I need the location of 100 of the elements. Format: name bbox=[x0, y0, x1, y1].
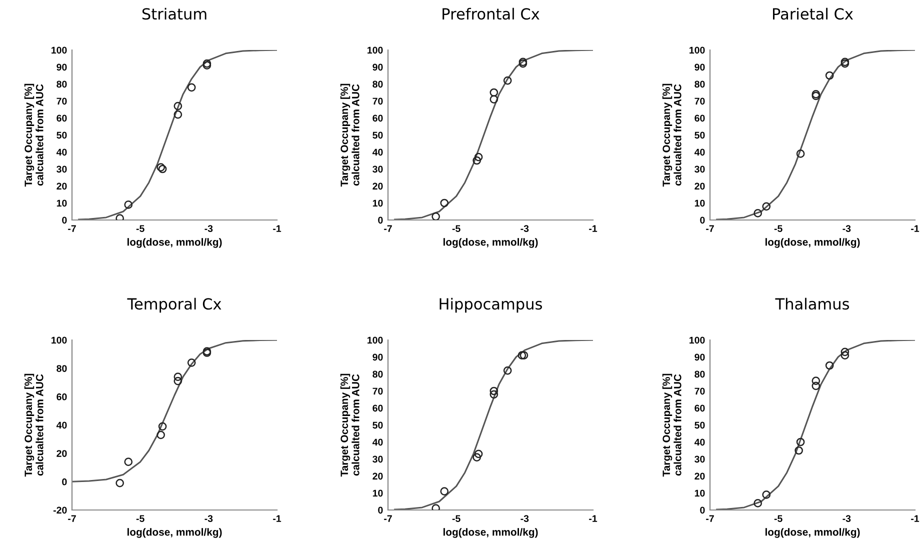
x-tick-label: -1 bbox=[273, 225, 282, 232]
y-tick-label: 30 bbox=[372, 166, 383, 173]
y-tick-label: 70 bbox=[372, 388, 383, 395]
y-tick-label: 30 bbox=[694, 456, 705, 463]
chart-title: Thalamus bbox=[775, 298, 850, 310]
y-tick-label: 80 bbox=[56, 80, 67, 88]
x-tick-label: -5 bbox=[452, 515, 460, 522]
y-tick-label: 50 bbox=[56, 132, 67, 139]
x-tick-label: -7 bbox=[68, 225, 76, 232]
x-tick-label: -1 bbox=[911, 515, 920, 522]
y-tick-label: 50 bbox=[694, 132, 705, 139]
y-tick-label: 40 bbox=[694, 148, 705, 156]
y-tick-label: 30 bbox=[56, 166, 67, 173]
x-tick-label: -3 bbox=[520, 225, 529, 232]
y-axis-title: Target Occupany [%] calcualted from AUC bbox=[340, 84, 360, 187]
y-tick-label: 100 bbox=[690, 46, 705, 54]
y-tick-label: 20 bbox=[694, 472, 705, 480]
x-tick-label: -5 bbox=[136, 225, 144, 232]
y-tick-label: 60 bbox=[372, 404, 383, 412]
x-tick-label: -7 bbox=[384, 225, 392, 232]
y-tick-label: 100 bbox=[690, 336, 705, 344]
y-tick-label: 10 bbox=[694, 200, 705, 207]
y-tick-label: 100 bbox=[52, 336, 67, 344]
y-tick-label: 10 bbox=[694, 490, 705, 497]
y-tick-label: 10 bbox=[372, 200, 383, 207]
y-tick-label: 20 bbox=[372, 182, 383, 190]
y-tick-label: 10 bbox=[372, 490, 383, 497]
y-tick-label: 60 bbox=[56, 114, 67, 122]
y-tick-label: 100 bbox=[368, 46, 383, 54]
y-tick-label: 100 bbox=[368, 336, 383, 344]
x-tick-label: -5 bbox=[136, 515, 144, 522]
y-tick-label: 100 bbox=[52, 46, 67, 54]
y-tick-label: 60 bbox=[56, 393, 67, 400]
y-tick-label: 70 bbox=[694, 98, 705, 105]
y-tick-label: 70 bbox=[694, 388, 705, 395]
x-axis-title: log(dose, mmol/kg) bbox=[127, 528, 222, 538]
y-tick-label: 80 bbox=[56, 365, 67, 372]
y-tick-label: 0 bbox=[378, 216, 383, 224]
y-tick-label: 30 bbox=[372, 456, 383, 463]
y-tick-label: 0 bbox=[700, 216, 705, 224]
y-tick-label: 60 bbox=[694, 404, 705, 412]
y-tick-label: 40 bbox=[694, 438, 705, 446]
x-axis-title: log(dose, mmol/kg) bbox=[443, 528, 538, 538]
chart-title: Striatum bbox=[142, 8, 206, 20]
y-tick-label: 40 bbox=[56, 148, 67, 156]
x-tick-label: -3 bbox=[204, 515, 213, 522]
chart-title: Temporal Cx bbox=[127, 298, 222, 313]
chart-title: Prefrontal Cx bbox=[442, 8, 540, 20]
y-tick-label: 70 bbox=[56, 98, 67, 105]
y-tick-label: 0 bbox=[62, 216, 67, 224]
x-tick-label: -3 bbox=[204, 225, 213, 232]
x-tick-label: -7 bbox=[68, 515, 76, 522]
y-tick-label: 90 bbox=[694, 354, 705, 361]
x-axis-title: log(dose, mmol/kg) bbox=[443, 238, 538, 248]
y-axis-title: Target Occupany [%] calcualted from AUC bbox=[662, 374, 682, 477]
x-axis-title: log(dose, mmol/kg) bbox=[765, 528, 860, 538]
y-tick-label: 0 bbox=[700, 506, 705, 514]
y-axis-title: Target Occupany [%] calcualted from AUC bbox=[662, 84, 682, 187]
y-tick-label: 60 bbox=[694, 114, 705, 122]
y-tick-label: 80 bbox=[372, 80, 383, 88]
y-tick-label: 20 bbox=[694, 182, 705, 190]
y-tick-label: 90 bbox=[372, 354, 383, 361]
y-tick-label: 30 bbox=[694, 166, 705, 173]
chart-title: Hippocampus bbox=[440, 298, 542, 313]
y-tick-label: 0 bbox=[62, 478, 67, 486]
x-axis-title: log(dose, mmol/kg) bbox=[127, 238, 222, 248]
y-axis-title: Target Occupany [%] calcualted from AUC bbox=[24, 374, 44, 477]
y-tick-label: 90 bbox=[56, 64, 67, 71]
y-tick-label: 90 bbox=[372, 64, 383, 71]
x-axis-title: log(dose, mmol/kg) bbox=[765, 238, 860, 248]
y-tick-label: 50 bbox=[372, 132, 383, 139]
y-tick-label: 40 bbox=[372, 148, 383, 156]
y-axis-title: Target Occupany [%] calcualted from AUC bbox=[24, 84, 44, 187]
y-tick-label: 80 bbox=[372, 370, 383, 378]
y-tick-label: 20 bbox=[56, 182, 67, 190]
y-tick-label: 0 bbox=[378, 506, 383, 514]
x-tick-label: -5 bbox=[774, 515, 782, 522]
x-tick-label: -1 bbox=[589, 225, 598, 232]
x-tick-label: -7 bbox=[706, 515, 714, 522]
y-tick-label: 20 bbox=[56, 450, 67, 457]
y-tick-label: 70 bbox=[372, 98, 383, 105]
x-tick-label: -1 bbox=[273, 515, 282, 522]
y-tick-label: 10 bbox=[56, 200, 67, 207]
y-tick-label: 40 bbox=[56, 422, 67, 429]
x-tick-label: -3 bbox=[520, 515, 529, 522]
x-tick-label: -1 bbox=[911, 225, 920, 232]
x-tick-label: -7 bbox=[706, 225, 714, 232]
y-tick-label: -20 bbox=[53, 506, 67, 514]
x-tick-label: -5 bbox=[452, 225, 460, 232]
y-tick-label: 80 bbox=[694, 80, 705, 88]
y-tick-label: 50 bbox=[372, 422, 383, 429]
chart-title: Parietal Cx bbox=[773, 8, 853, 20]
x-tick-label: -3 bbox=[842, 515, 851, 522]
x-tick-label: -7 bbox=[384, 515, 392, 522]
y-tick-label: 80 bbox=[694, 370, 705, 378]
y-tick-label: 40 bbox=[372, 438, 383, 446]
y-axis-title: Target Occupany [%] calcualted from AUC bbox=[340, 374, 360, 477]
y-tick-label: 60 bbox=[372, 114, 383, 122]
y-tick-label: 50 bbox=[694, 422, 705, 429]
x-tick-label: -5 bbox=[774, 225, 782, 232]
